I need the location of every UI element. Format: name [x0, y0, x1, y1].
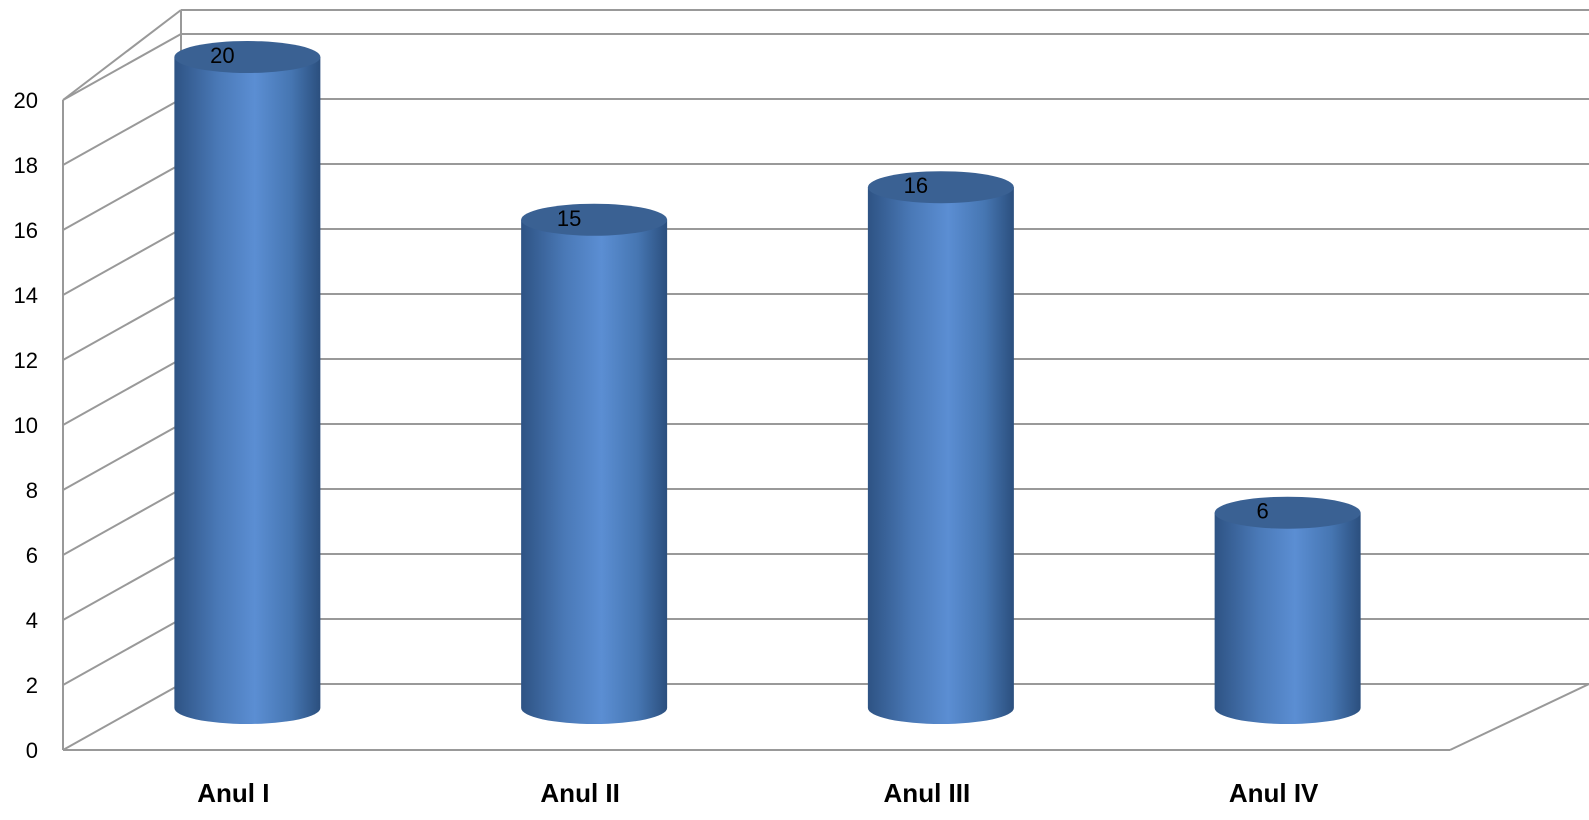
y-tick-label: 6 — [26, 543, 38, 568]
data-label: 15 — [557, 206, 581, 231]
y-tick-label: 20 — [14, 88, 38, 113]
x-category-label: Anul III — [884, 778, 971, 808]
bar-3 — [867, 171, 1014, 724]
left-wall-top-edge — [62, 9, 182, 101]
bar-2 — [521, 203, 668, 724]
y-tick-label: 12 — [14, 348, 38, 373]
bar-top-cap — [867, 171, 1014, 204]
y-tick-label: 18 — [14, 153, 38, 178]
floor-right-edge — [1449, 683, 1589, 751]
y-tick-label: 14 — [14, 283, 38, 308]
bar-body — [1214, 512, 1361, 724]
y-axis-ticks: 0 2 4 6 8 10 12 14 16 18 20 — [14, 88, 38, 763]
gridline-left-wall — [62, 33, 182, 101]
bar-top-cap — [1214, 496, 1361, 529]
gridline-left-wall — [62, 488, 182, 556]
bar-body — [174, 57, 321, 724]
gridline-left-wall — [62, 163, 182, 231]
bar-top-cap — [521, 203, 668, 236]
bar-body — [521, 219, 668, 724]
gridline-left-wall — [62, 553, 182, 621]
bars: 20 15 16 6 — [174, 41, 1361, 724]
bar-4 — [1214, 496, 1361, 724]
bar-body — [867, 187, 1014, 724]
x-category-label: Anul II — [540, 778, 619, 808]
bar-top-cap — [174, 41, 321, 73]
gridline-left-wall — [62, 98, 182, 166]
gridline-left-wall — [62, 293, 182, 361]
data-label: 6 — [1257, 499, 1269, 524]
data-label: 20 — [210, 43, 234, 68]
y-tick-label: 16 — [14, 218, 38, 243]
gridline-left-wall — [62, 358, 182, 426]
gridline-left-wall — [62, 683, 182, 751]
gridline-left-wall — [62, 228, 182, 296]
x-category-label: Anul IV — [1229, 778, 1319, 808]
y-tick-label: 4 — [26, 608, 38, 633]
x-axis-labels: Anul I Anul II Anul III Anul IV — [197, 778, 1319, 808]
y-tick-label: 2 — [26, 673, 38, 698]
bar-1 — [174, 41, 321, 724]
y-tick-label: 10 — [14, 413, 38, 438]
y-tick-label: 0 — [26, 738, 38, 763]
data-label: 16 — [904, 173, 928, 198]
x-category-label: Anul I — [197, 778, 269, 808]
gridline-left-wall — [62, 618, 182, 686]
y-tick-label: 8 — [26, 478, 38, 503]
gridline-left-wall — [62, 423, 182, 491]
